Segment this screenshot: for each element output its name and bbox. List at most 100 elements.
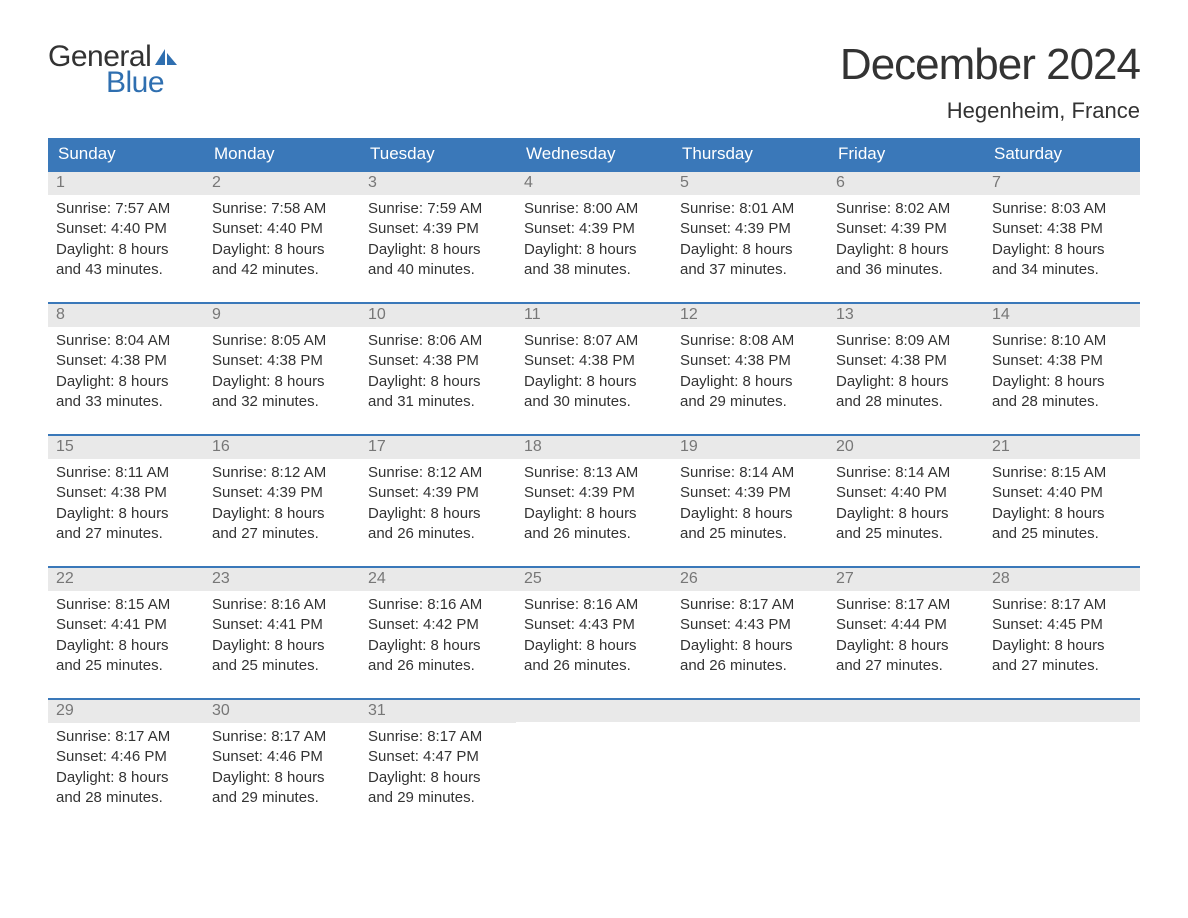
- daylight-line1: Daylight: 8 hours: [56, 240, 196, 260]
- day-number: 10: [360, 304, 516, 327]
- daylight-line1: Daylight: 8 hours: [836, 636, 976, 656]
- day-number: 5: [672, 172, 828, 195]
- day-body: Sunrise: 7:59 AMSunset: 4:39 PMDaylight:…: [360, 195, 516, 302]
- day-body: Sunrise: 8:01 AMSunset: 4:39 PMDaylight:…: [672, 195, 828, 302]
- day-cell: 30Sunrise: 8:17 AMSunset: 4:46 PMDayligh…: [204, 699, 360, 830]
- daylight-line2: and 28 minutes.: [992, 392, 1132, 412]
- day-number: 15: [48, 436, 204, 459]
- sunrise-text: Sunrise: 8:14 AM: [836, 463, 976, 483]
- day-number: 29: [48, 700, 204, 723]
- day-number: 31: [360, 700, 516, 723]
- day-body: Sunrise: 8:17 AMSunset: 4:45 PMDaylight:…: [984, 591, 1140, 698]
- daylight-line2: and 28 minutes.: [836, 392, 976, 412]
- daylight-line2: and 32 minutes.: [212, 392, 352, 412]
- empty-day-bar: [828, 700, 984, 722]
- day-body: Sunrise: 8:00 AMSunset: 4:39 PMDaylight:…: [516, 195, 672, 302]
- day-number: 6: [828, 172, 984, 195]
- sunrise-text: Sunrise: 8:17 AM: [212, 727, 352, 747]
- day-number: 8: [48, 304, 204, 327]
- day-cell: [516, 699, 672, 830]
- sunset-text: Sunset: 4:39 PM: [368, 483, 508, 503]
- daylight-line2: and 38 minutes.: [524, 260, 664, 280]
- day-cell: 7Sunrise: 8:03 AMSunset: 4:38 PMDaylight…: [984, 171, 1140, 303]
- daylight-line2: and 36 minutes.: [836, 260, 976, 280]
- daylight-line1: Daylight: 8 hours: [836, 372, 976, 392]
- sunrise-text: Sunrise: 8:06 AM: [368, 331, 508, 351]
- daylight-line2: and 29 minutes.: [212, 788, 352, 808]
- day-number: 13: [828, 304, 984, 327]
- day-cell: 27Sunrise: 8:17 AMSunset: 4:44 PMDayligh…: [828, 567, 984, 699]
- daylight-line1: Daylight: 8 hours: [680, 504, 820, 524]
- daylight-line1: Daylight: 8 hours: [680, 636, 820, 656]
- day-cell: [672, 699, 828, 830]
- day-header: Tuesday: [360, 138, 516, 171]
- day-cell: 16Sunrise: 8:12 AMSunset: 4:39 PMDayligh…: [204, 435, 360, 567]
- logo: General Blue: [48, 40, 179, 100]
- day-cell: 1Sunrise: 7:57 AMSunset: 4:40 PMDaylight…: [48, 171, 204, 303]
- day-number: 22: [48, 568, 204, 591]
- sunrise-text: Sunrise: 8:12 AM: [368, 463, 508, 483]
- daylight-line2: and 27 minutes.: [836, 656, 976, 676]
- day-cell: 14Sunrise: 8:10 AMSunset: 4:38 PMDayligh…: [984, 303, 1140, 435]
- sunset-text: Sunset: 4:39 PM: [836, 219, 976, 239]
- empty-day-bar: [984, 700, 1140, 722]
- week-row: 1Sunrise: 7:57 AMSunset: 4:40 PMDaylight…: [48, 171, 1140, 303]
- calendar-body: 1Sunrise: 7:57 AMSunset: 4:40 PMDaylight…: [48, 171, 1140, 830]
- day-header: Saturday: [984, 138, 1140, 171]
- sunrise-text: Sunrise: 8:03 AM: [992, 199, 1132, 219]
- daylight-line1: Daylight: 8 hours: [56, 636, 196, 656]
- sunset-text: Sunset: 4:43 PM: [680, 615, 820, 635]
- day-body: Sunrise: 8:16 AMSunset: 4:43 PMDaylight:…: [516, 591, 672, 698]
- day-body: Sunrise: 8:09 AMSunset: 4:38 PMDaylight:…: [828, 327, 984, 434]
- day-cell: 12Sunrise: 8:08 AMSunset: 4:38 PMDayligh…: [672, 303, 828, 435]
- sunset-text: Sunset: 4:38 PM: [524, 351, 664, 371]
- daylight-line1: Daylight: 8 hours: [836, 504, 976, 524]
- day-number: 30: [204, 700, 360, 723]
- day-cell: 2Sunrise: 7:58 AMSunset: 4:40 PMDaylight…: [204, 171, 360, 303]
- day-cell: 6Sunrise: 8:02 AMSunset: 4:39 PMDaylight…: [828, 171, 984, 303]
- daylight-line1: Daylight: 8 hours: [212, 240, 352, 260]
- sunrise-text: Sunrise: 8:00 AM: [524, 199, 664, 219]
- daylight-line2: and 29 minutes.: [680, 392, 820, 412]
- daylight-line2: and 40 minutes.: [368, 260, 508, 280]
- sunrise-text: Sunrise: 8:14 AM: [680, 463, 820, 483]
- daylight-line2: and 25 minutes.: [56, 656, 196, 676]
- sunset-text: Sunset: 4:41 PM: [56, 615, 196, 635]
- sunrise-text: Sunrise: 8:17 AM: [992, 595, 1132, 615]
- sunset-text: Sunset: 4:40 PM: [992, 483, 1132, 503]
- daylight-line1: Daylight: 8 hours: [836, 240, 976, 260]
- day-number: 24: [360, 568, 516, 591]
- sunset-text: Sunset: 4:38 PM: [992, 351, 1132, 371]
- day-cell: 18Sunrise: 8:13 AMSunset: 4:39 PMDayligh…: [516, 435, 672, 567]
- week-row: 15Sunrise: 8:11 AMSunset: 4:38 PMDayligh…: [48, 435, 1140, 567]
- day-body: Sunrise: 8:05 AMSunset: 4:38 PMDaylight:…: [204, 327, 360, 434]
- sunset-text: Sunset: 4:46 PM: [56, 747, 196, 767]
- day-cell: 24Sunrise: 8:16 AMSunset: 4:42 PMDayligh…: [360, 567, 516, 699]
- sunset-text: Sunset: 4:43 PM: [524, 615, 664, 635]
- daylight-line2: and 28 minutes.: [56, 788, 196, 808]
- daylight-line2: and 33 minutes.: [56, 392, 196, 412]
- day-body: Sunrise: 8:10 AMSunset: 4:38 PMDaylight:…: [984, 327, 1140, 434]
- day-body: Sunrise: 8:14 AMSunset: 4:39 PMDaylight:…: [672, 459, 828, 566]
- daylight-line2: and 25 minutes.: [212, 656, 352, 676]
- day-cell: 21Sunrise: 8:15 AMSunset: 4:40 PMDayligh…: [984, 435, 1140, 567]
- day-header-row: Sunday Monday Tuesday Wednesday Thursday…: [48, 138, 1140, 171]
- daylight-line1: Daylight: 8 hours: [56, 768, 196, 788]
- sunrise-text: Sunrise: 8:05 AM: [212, 331, 352, 351]
- calendar-head: Sunday Monday Tuesday Wednesday Thursday…: [48, 138, 1140, 171]
- day-number: 14: [984, 304, 1140, 327]
- day-cell: 11Sunrise: 8:07 AMSunset: 4:38 PMDayligh…: [516, 303, 672, 435]
- day-cell: 9Sunrise: 8:05 AMSunset: 4:38 PMDaylight…: [204, 303, 360, 435]
- sunrise-text: Sunrise: 8:11 AM: [56, 463, 196, 483]
- day-cell: 17Sunrise: 8:12 AMSunset: 4:39 PMDayligh…: [360, 435, 516, 567]
- week-row: 22Sunrise: 8:15 AMSunset: 4:41 PMDayligh…: [48, 567, 1140, 699]
- week-row: 8Sunrise: 8:04 AMSunset: 4:38 PMDaylight…: [48, 303, 1140, 435]
- day-cell: 26Sunrise: 8:17 AMSunset: 4:43 PMDayligh…: [672, 567, 828, 699]
- sunrise-text: Sunrise: 8:10 AM: [992, 331, 1132, 351]
- sunset-text: Sunset: 4:40 PM: [836, 483, 976, 503]
- sunrise-text: Sunrise: 8:08 AM: [680, 331, 820, 351]
- day-number: 19: [672, 436, 828, 459]
- day-body: Sunrise: 8:14 AMSunset: 4:40 PMDaylight:…: [828, 459, 984, 566]
- sunset-text: Sunset: 4:39 PM: [524, 219, 664, 239]
- day-body: Sunrise: 8:15 AMSunset: 4:40 PMDaylight:…: [984, 459, 1140, 566]
